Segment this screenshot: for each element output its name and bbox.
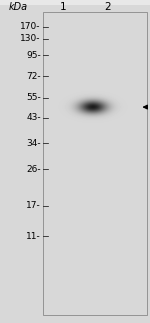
Text: 95-: 95- (26, 51, 41, 60)
FancyBboxPatch shape (43, 13, 147, 315)
Text: 55-: 55- (26, 93, 41, 102)
Text: 170-: 170- (20, 22, 41, 31)
Text: 130-: 130- (20, 34, 41, 43)
Text: 43-: 43- (26, 113, 41, 122)
Text: kDa: kDa (8, 2, 28, 12)
Text: 1: 1 (60, 2, 66, 12)
Text: 11-: 11- (26, 232, 41, 241)
Text: 34-: 34- (26, 139, 41, 148)
Text: 17-: 17- (26, 201, 41, 210)
Text: 26-: 26- (26, 165, 41, 174)
Text: 72-: 72- (26, 72, 41, 81)
Text: 2: 2 (105, 2, 111, 12)
